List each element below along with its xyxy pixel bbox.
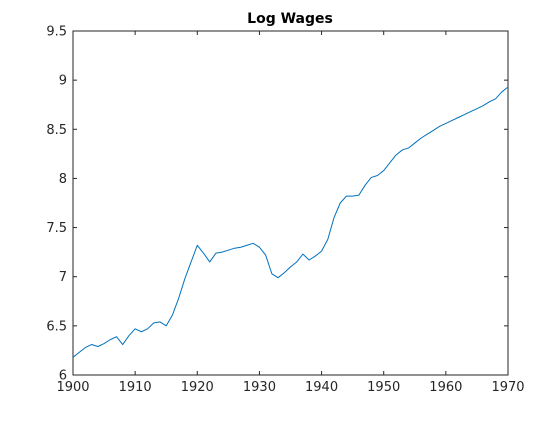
- x-tick-label: 1970: [491, 380, 524, 395]
- x-tick-label: 1930: [243, 380, 276, 395]
- y-tick-label: 7.5: [46, 221, 67, 236]
- series-line-0: [72, 86, 509, 358]
- y-tick-label: 6.5: [46, 319, 67, 334]
- series-layer: [72, 86, 509, 358]
- y-tick-label: 7: [59, 270, 67, 285]
- y-tick-label: 8.5: [46, 123, 67, 138]
- y-tick-label: 8: [59, 172, 67, 187]
- y-tick-label: 9.5: [46, 25, 67, 40]
- x-tick-label: 1950: [367, 380, 400, 395]
- chart-title: Log Wages: [247, 11, 333, 27]
- x-tick-label: 1900: [56, 380, 89, 395]
- y-tick-label: 6: [59, 369, 67, 384]
- y-tick-label: 9: [59, 74, 67, 89]
- x-tick-label: 1920: [181, 380, 214, 395]
- x-tick-label: 1960: [429, 380, 462, 395]
- x-tick-label: 1940: [305, 380, 338, 395]
- x-axis: 1900 1910 1920 1930 1940 1950 1960 1970: [56, 31, 525, 395]
- y-axis: 6 6.5 7 7.5 8 8.5 9 9.5: [46, 25, 508, 384]
- plot-area: [72, 30, 509, 376]
- x-tick-label: 1910: [119, 380, 152, 395]
